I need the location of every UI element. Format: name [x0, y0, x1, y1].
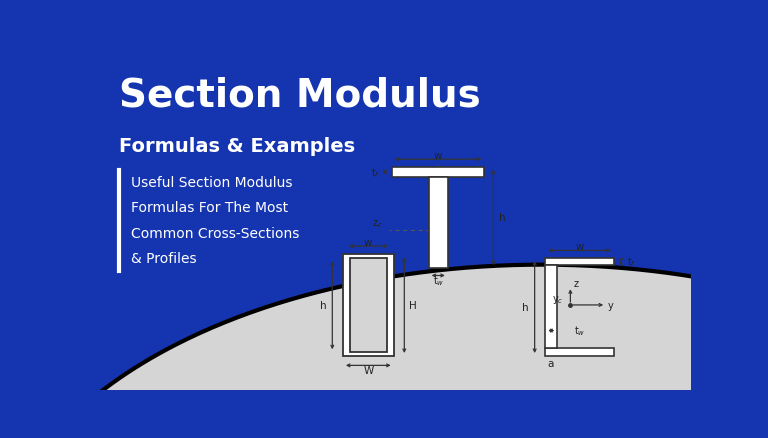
- Text: y$_c$: y$_c$: [551, 293, 563, 305]
- Text: t$_w$: t$_w$: [574, 324, 585, 338]
- Text: h: h: [522, 302, 529, 312]
- Text: t$_f$: t$_f$: [372, 166, 381, 179]
- Text: t$_f$: t$_f$: [627, 255, 636, 269]
- Text: H: H: [409, 300, 417, 311]
- Text: h: h: [499, 213, 505, 223]
- Text: W: W: [363, 365, 373, 375]
- Text: Formulas For The Most: Formulas For The Most: [131, 201, 288, 215]
- Bar: [349, 258, 387, 353]
- Text: Useful Section Modulus: Useful Section Modulus: [131, 176, 292, 190]
- Text: Formulas & Examples: Formulas & Examples: [118, 137, 355, 156]
- Text: z: z: [574, 278, 579, 288]
- Text: Common Cross-Sections: Common Cross-Sections: [131, 226, 299, 240]
- Text: h: h: [320, 300, 326, 311]
- Bar: [392, 167, 485, 177]
- Text: & Profiles: & Profiles: [131, 251, 196, 265]
- Text: a: a: [547, 359, 553, 368]
- Bar: [429, 177, 448, 268]
- Text: t$_w$: t$_w$: [432, 274, 444, 287]
- Bar: [545, 258, 614, 266]
- Bar: [343, 255, 393, 356]
- Bar: [545, 266, 558, 349]
- Text: Section Modulus: Section Modulus: [118, 76, 480, 114]
- Text: y: y: [608, 300, 614, 310]
- Circle shape: [0, 265, 768, 438]
- Text: z$_c$: z$_c$: [372, 218, 382, 230]
- Text: w: w: [364, 237, 372, 247]
- Text: w: w: [575, 241, 584, 251]
- Bar: [545, 349, 614, 356]
- Text: w: w: [434, 150, 442, 160]
